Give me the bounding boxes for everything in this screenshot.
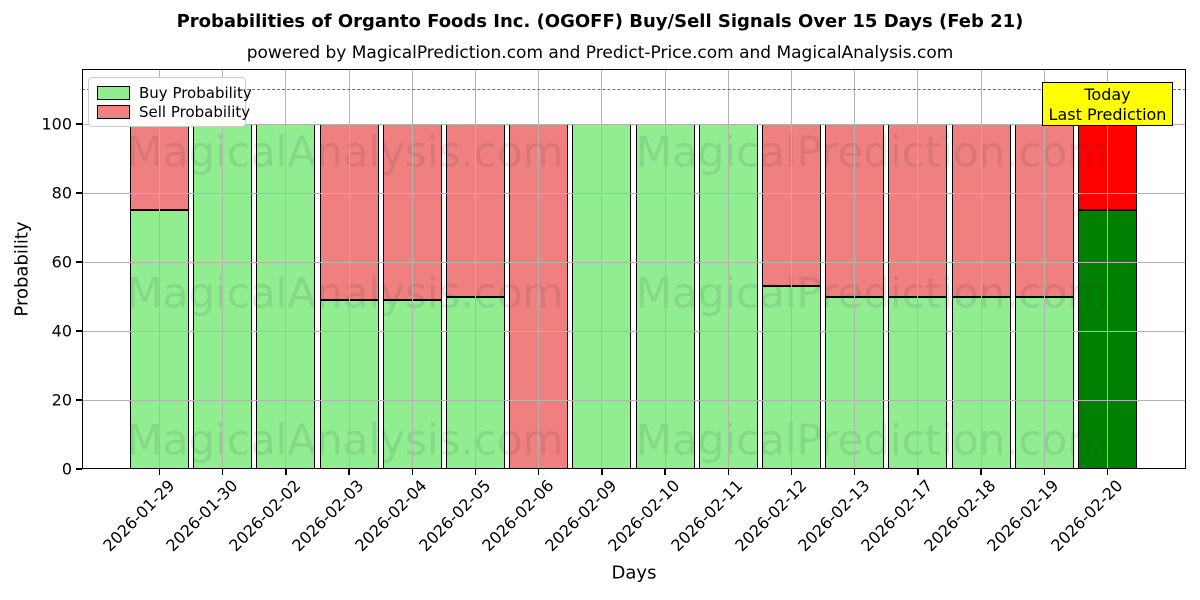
gridline-vertical bbox=[285, 69, 287, 469]
x-axis-tick bbox=[538, 469, 540, 475]
x-axis-tick bbox=[158, 469, 161, 475]
x-axis-tick bbox=[474, 469, 477, 475]
reference-dashed-line bbox=[82, 88, 1186, 90]
gridline-vertical bbox=[980, 69, 982, 469]
gridline-horizontal bbox=[82, 123, 1186, 125]
x-axis-tick bbox=[411, 469, 413, 475]
y-tick-label: 60 bbox=[51, 252, 72, 272]
gridline-vertical bbox=[411, 69, 413, 469]
x-axis-tick bbox=[222, 469, 224, 475]
x-axis-tick bbox=[790, 469, 793, 475]
gridline-vertical bbox=[538, 69, 540, 469]
chart-subtitle: powered by MagicalPrediction.com and Pre… bbox=[246, 43, 954, 63]
y-tick-label: 40 bbox=[51, 321, 72, 341]
gridline-horizontal bbox=[82, 192, 1186, 194]
y-tick-label: 0 bbox=[61, 459, 72, 479]
legend-label-sell: Sell Probability bbox=[139, 102, 251, 121]
x-axis-tick bbox=[980, 469, 982, 475]
today-annotation-line2: Last Prediction bbox=[1048, 105, 1167, 124]
gridline-horizontal bbox=[82, 399, 1186, 401]
legend-label-buy: Buy Probability bbox=[139, 83, 252, 102]
gridline-vertical bbox=[791, 69, 792, 469]
x-axis-tick bbox=[1043, 469, 1045, 475]
y-axis-tick bbox=[76, 468, 82, 470]
y-axis-tick bbox=[76, 330, 82, 332]
gridline-vertical bbox=[475, 69, 476, 469]
gridline-vertical bbox=[222, 69, 224, 469]
gridline-vertical bbox=[601, 69, 603, 469]
x-axis-label: Days bbox=[611, 562, 657, 584]
gridline-vertical bbox=[348, 69, 350, 469]
today-annotation: Today Last Prediction bbox=[1042, 82, 1173, 126]
x-axis-tick bbox=[601, 469, 603, 475]
gridline-horizontal bbox=[82, 330, 1186, 332]
legend: Buy Probability Sell Probability bbox=[88, 77, 252, 127]
gridline-horizontal bbox=[82, 261, 1186, 263]
y-axis-tick bbox=[76, 261, 82, 263]
y-axis-tick bbox=[76, 399, 82, 401]
legend-swatch-sell bbox=[97, 104, 130, 119]
gridline-vertical bbox=[1043, 69, 1045, 469]
x-axis-tick bbox=[348, 469, 350, 475]
x-axis-tick bbox=[854, 469, 856, 475]
x-axis-tick bbox=[917, 469, 919, 475]
legend-swatch-buy bbox=[97, 85, 130, 100]
y-axis-label: Probability bbox=[11, 221, 33, 317]
y-axis-tick bbox=[76, 192, 82, 194]
gridline-vertical bbox=[159, 69, 160, 469]
gridline-vertical bbox=[1107, 69, 1108, 469]
x-axis-tick bbox=[664, 469, 666, 475]
gridline-vertical bbox=[664, 69, 666, 469]
legend-item-buy: Buy Probability bbox=[97, 83, 252, 102]
y-tick-label: 20 bbox=[51, 390, 72, 410]
chart-title: Probabilities of Organto Foods Inc. (OGO… bbox=[176, 11, 1024, 32]
legend-item-sell: Sell Probability bbox=[97, 102, 250, 121]
y-tick-label: 80 bbox=[51, 183, 72, 203]
x-axis-tick bbox=[285, 469, 287, 475]
x-axis-tick bbox=[1106, 469, 1109, 475]
y-axis-tick bbox=[76, 123, 82, 125]
gridline-vertical bbox=[854, 69, 856, 469]
gridline-vertical bbox=[727, 69, 729, 469]
gridline-vertical bbox=[917, 69, 919, 469]
x-axis-tick bbox=[727, 469, 729, 475]
y-tick-label: 100 bbox=[41, 114, 72, 134]
today-annotation-line1: Today bbox=[1084, 85, 1131, 104]
